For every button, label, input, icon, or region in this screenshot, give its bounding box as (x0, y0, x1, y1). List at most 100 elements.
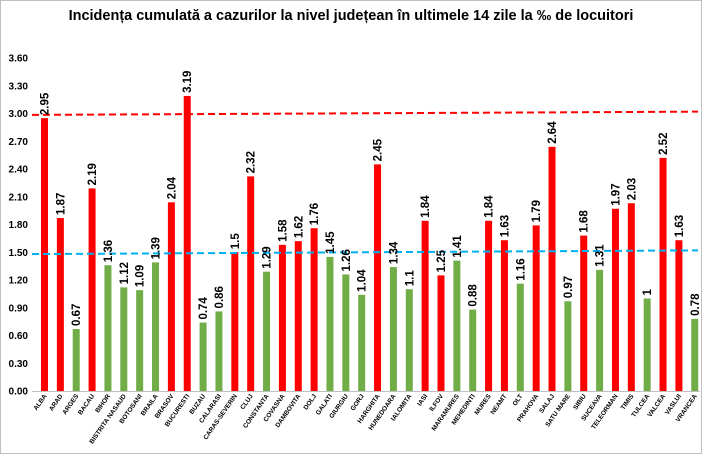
data-label: 1 (642, 289, 654, 296)
data-label: 2.64 (547, 121, 559, 144)
bar-caras-severin (231, 252, 239, 391)
data-label: 1.45 (325, 231, 337, 254)
bar-gorj (358, 294, 366, 391)
data-label: 1.31 (595, 244, 607, 267)
data-label: 2.95 (40, 92, 52, 115)
bar-cluj (247, 176, 255, 391)
bar-bihor (104, 265, 112, 391)
data-label: 1.34 (388, 241, 400, 264)
y-tick-label: 0.60 (9, 331, 29, 342)
x-tick-label: ALBA (33, 393, 49, 412)
reference-line-low (31, 249, 699, 256)
bar-iasi (421, 220, 429, 391)
bar-teleorman (611, 208, 619, 391)
y-tick-label: 3.60 (9, 54, 29, 65)
data-label: 1.04 (357, 269, 369, 292)
bar-braila (152, 262, 160, 391)
data-label: 1.63 (674, 215, 686, 237)
data-label: 1.63 (499, 215, 511, 237)
x-tick-label: BACAU (77, 393, 96, 416)
data-label: 2.04 (166, 176, 178, 199)
y-tick-label: 3.00 (9, 109, 29, 120)
bar-neamt (500, 240, 508, 391)
data-label: 2.32 (246, 151, 258, 173)
y-tick-label: 1.20 (9, 276, 29, 287)
data-label: 1.41 (452, 235, 464, 258)
y-tick-label: 3.30 (9, 81, 29, 92)
data-label: 0.67 (71, 304, 83, 326)
data-label: 0.88 (468, 284, 480, 307)
x-tick-label: SIBIU (572, 393, 588, 411)
data-label: 1.25 (436, 249, 448, 272)
bar-arad (56, 218, 64, 391)
data-label: 1.16 (515, 258, 527, 280)
data-label: 1.36 (103, 240, 115, 262)
data-label: 1.87 (55, 193, 67, 215)
y-tick-label: 2.70 (9, 137, 29, 148)
y-tick-label: 1.80 (9, 220, 29, 231)
x-tick-label: OLT (512, 393, 525, 407)
bar-maramures (453, 260, 461, 391)
data-label: 1.26 (341, 249, 353, 271)
x-tick-label: NEAMT (490, 393, 509, 416)
x-tick-label: TIMIS (620, 393, 636, 412)
data-label: 1.84 (420, 195, 432, 218)
bar-dambovita (294, 241, 302, 391)
data-label: 1.09 (135, 265, 147, 287)
chart-title: Incidența cumulată a cazurilor la nivel … (68, 8, 634, 24)
bar-mehedinti (469, 309, 477, 391)
data-label: 1.68 (579, 210, 591, 233)
bar-suceava (596, 269, 604, 391)
data-label: 1.97 (610, 183, 622, 205)
data-label: 2.52 (658, 133, 670, 155)
bar-vaslui (675, 240, 683, 391)
x-tick-label: DOLJ (303, 393, 319, 412)
reference-line-high (31, 110, 699, 116)
y-tick-label: 1.50 (9, 248, 29, 259)
data-label: 1.79 (531, 200, 543, 222)
bar-bacau (88, 188, 96, 391)
data-label: 1.84 (484, 195, 496, 218)
data-label: 0.78 (690, 293, 702, 316)
data-label: 2.03 (626, 178, 638, 200)
data-label: 1.39 (151, 237, 163, 259)
bar-valcea (659, 157, 667, 391)
y-tick-label: 0.30 (9, 359, 29, 370)
bar-constanta (263, 271, 271, 391)
x-tick-label: IASI (416, 393, 429, 408)
bar-dolj (310, 228, 318, 391)
bar-ialomita (405, 289, 413, 391)
bar-mures (485, 220, 493, 391)
data-label: 2.19 (87, 163, 99, 185)
bar-covasna (278, 244, 286, 391)
x-tick-label: CLUJ (239, 393, 255, 411)
bar-brasov (167, 202, 175, 391)
data-label: 3.19 (182, 71, 194, 93)
bar-bistrita-nasaud (120, 287, 128, 391)
y-tick-label: 2.40 (9, 165, 29, 176)
data-label: 1.29 (262, 246, 274, 268)
y-tick-label: 0.00 (9, 387, 29, 398)
data-label: 1.5 (230, 233, 242, 250)
bar-salaj (548, 146, 556, 391)
data-label: 2.45 (373, 138, 385, 161)
bar-bucuresti (183, 95, 191, 392)
bar-timis (627, 203, 635, 391)
y-tick-label: 0.90 (9, 303, 29, 314)
bar-tulcea (643, 298, 651, 391)
bar-calarasi (215, 311, 223, 391)
bar-satu-mare (564, 301, 572, 391)
data-label: 0.74 (198, 297, 210, 320)
bar-olt (516, 283, 524, 391)
data-label: 1.58 (277, 219, 289, 242)
bar-buzau (199, 322, 207, 391)
data-label: 1.12 (119, 262, 131, 284)
bar-arges (72, 329, 80, 391)
y-tick-label: 2.10 (9, 192, 29, 203)
bar-prahova (532, 225, 540, 391)
bar-sibiu (580, 235, 588, 391)
bar-ilfov (437, 275, 445, 392)
bar-galati (326, 256, 334, 392)
bar-botosani (136, 290, 144, 391)
